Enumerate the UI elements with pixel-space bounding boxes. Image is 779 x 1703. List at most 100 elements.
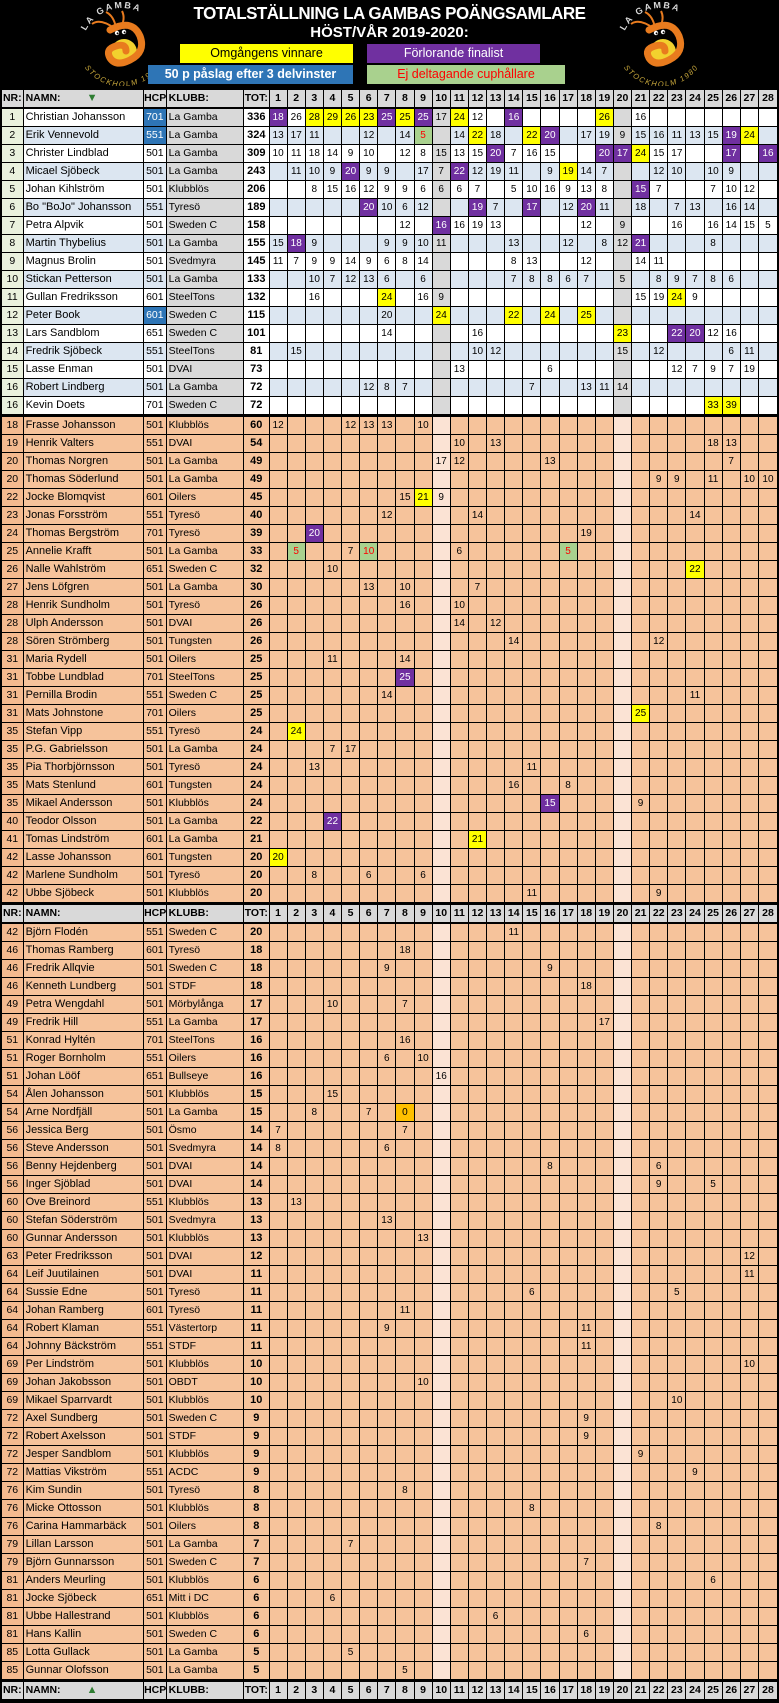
col-header-round-27: 27 bbox=[740, 905, 759, 923]
score-cell-round-13 bbox=[487, 1554, 506, 1572]
table-row: 1 Christian Johansson 701 La Gamba 336 18 26 28… bbox=[2, 109, 778, 127]
score-cell-round-21: 25 bbox=[632, 705, 651, 723]
score-cell-round-24 bbox=[686, 1050, 705, 1068]
score-cell-round-28 bbox=[758, 1554, 778, 1572]
sort-descending-arrow-icon[interactable]: ▼ bbox=[86, 92, 98, 104]
score-cell-round-5 bbox=[342, 597, 361, 615]
score-cell-round-14 bbox=[505, 669, 524, 687]
score-cell-round-11 bbox=[450, 1464, 469, 1482]
score-cell-round-21 bbox=[632, 489, 651, 507]
col-header-round-28: 28 bbox=[758, 905, 778, 923]
score-cell-round-10 bbox=[432, 471, 451, 489]
score-cell-round-18 bbox=[577, 145, 596, 163]
col-header-round-7: 7 bbox=[378, 905, 397, 923]
total-cell: 11 bbox=[244, 1284, 270, 1302]
score-cell-round-13 bbox=[487, 942, 506, 960]
score-cell-round-22 bbox=[650, 651, 669, 669]
score-cell-round-28 bbox=[758, 1014, 778, 1032]
score-cell-round-9 bbox=[414, 1266, 433, 1284]
score-cell-round-16 bbox=[541, 1662, 560, 1680]
club-cell: Klubblös bbox=[166, 181, 245, 199]
score-cell-round-23 bbox=[668, 1662, 687, 1680]
score-cell-round-7 bbox=[378, 1500, 397, 1518]
score-cell-round-24 bbox=[686, 978, 705, 996]
score-cell-round-12 bbox=[468, 1392, 488, 1410]
score-cell-round-20 bbox=[613, 597, 633, 615]
table-row: 56 Jessica Berg 501 Ösmo 14 7 7 bbox=[2, 1122, 778, 1140]
score-cell-round-26 bbox=[722, 507, 741, 525]
score-cell-round-15: 8 bbox=[523, 1500, 542, 1518]
score-cell-round-2 bbox=[287, 1608, 306, 1626]
score-cell-round-4 bbox=[323, 1572, 343, 1590]
score-cell-round-6 bbox=[360, 1392, 379, 1410]
score-cell-round-18 bbox=[577, 1302, 596, 1320]
score-cell-round-25 bbox=[704, 651, 723, 669]
score-cell-round-8: 7 bbox=[396, 996, 415, 1014]
score-cell-round-20 bbox=[613, 1248, 633, 1266]
score-cell-round-16 bbox=[541, 1518, 560, 1536]
score-cell-round-5 bbox=[342, 795, 361, 813]
score-cell-round-18 bbox=[577, 417, 596, 435]
score-cell-round-1 bbox=[269, 1464, 288, 1482]
player-name-cell: Leif Juutilainen bbox=[23, 1266, 145, 1284]
score-cell-round-27 bbox=[740, 924, 759, 942]
score-cell-round-23 bbox=[668, 507, 687, 525]
score-cell-round-21 bbox=[632, 1392, 651, 1410]
score-cell-round-7 bbox=[378, 543, 397, 561]
score-cell-round-27 bbox=[740, 271, 759, 289]
total-cell: 73 bbox=[244, 361, 270, 379]
score-cell-round-28 bbox=[758, 924, 778, 942]
col-header-round-14: 14 bbox=[505, 90, 524, 108]
sort-ascending-arrow-icon[interactable]: ▲ bbox=[86, 1684, 98, 1696]
col-header-round-11: 11 bbox=[450, 90, 469, 108]
col-header-nr: NR: bbox=[2, 90, 24, 108]
score-cell-round-24 bbox=[686, 1662, 705, 1680]
score-cell-round-22 bbox=[650, 1050, 669, 1068]
score-cell-round-1 bbox=[269, 379, 288, 397]
score-cell-round-14: 16 bbox=[505, 777, 524, 795]
score-cell-round-1 bbox=[269, 453, 288, 471]
score-cell-round-24 bbox=[686, 1554, 705, 1572]
score-cell-round-5: 12 bbox=[342, 271, 361, 289]
score-cell-round-10 bbox=[432, 597, 451, 615]
score-cell-round-21 bbox=[632, 1500, 651, 1518]
score-cell-round-4: 7 bbox=[323, 271, 343, 289]
score-cell-round-8: 7 bbox=[396, 1122, 415, 1140]
score-cell-round-21 bbox=[632, 1032, 651, 1050]
score-cell-round-14: 8 bbox=[505, 253, 524, 271]
score-cell-round-2 bbox=[287, 325, 306, 343]
col-header-round-1: 1 bbox=[269, 905, 288, 923]
score-cell-round-24 bbox=[686, 435, 705, 453]
total-cell: 14 bbox=[244, 1140, 270, 1158]
score-cell-round-22 bbox=[650, 1194, 669, 1212]
score-cell-round-12: 12 bbox=[468, 163, 488, 181]
score-cell-round-27 bbox=[740, 633, 759, 651]
score-cell-round-24 bbox=[686, 849, 705, 867]
score-cell-round-3 bbox=[305, 343, 324, 361]
score-cell-round-23 bbox=[668, 1644, 687, 1662]
score-cell-round-11 bbox=[450, 307, 469, 325]
score-cell-round-9 bbox=[414, 1446, 433, 1464]
score-cell-round-27 bbox=[740, 325, 759, 343]
score-cell-round-7 bbox=[378, 1608, 397, 1626]
score-cell-round-25 bbox=[704, 343, 723, 361]
score-cell-round-19 bbox=[595, 1356, 614, 1374]
score-cell-round-3 bbox=[305, 561, 324, 579]
score-cell-round-26: 6 bbox=[722, 343, 741, 361]
score-cell-round-25 bbox=[704, 867, 723, 885]
score-cell-round-16 bbox=[541, 1176, 560, 1194]
score-cell-round-3 bbox=[305, 1590, 324, 1608]
score-cell-round-7 bbox=[378, 343, 397, 361]
score-cell-round-18 bbox=[577, 397, 596, 415]
score-cell-round-27 bbox=[740, 1104, 759, 1122]
score-cell-round-1 bbox=[269, 163, 288, 181]
score-cell-round-10 bbox=[432, 849, 451, 867]
score-cell-round-13 bbox=[487, 867, 506, 885]
score-cell-round-28 bbox=[758, 1248, 778, 1266]
hcp-cell: 701 bbox=[144, 1032, 167, 1050]
score-cell-round-12 bbox=[468, 1572, 488, 1590]
player-name-cell: Robert Klaman bbox=[23, 1320, 145, 1338]
score-cell-round-9 bbox=[414, 217, 433, 235]
score-cell-round-23 bbox=[668, 1032, 687, 1050]
score-cell-round-5 bbox=[342, 1500, 361, 1518]
